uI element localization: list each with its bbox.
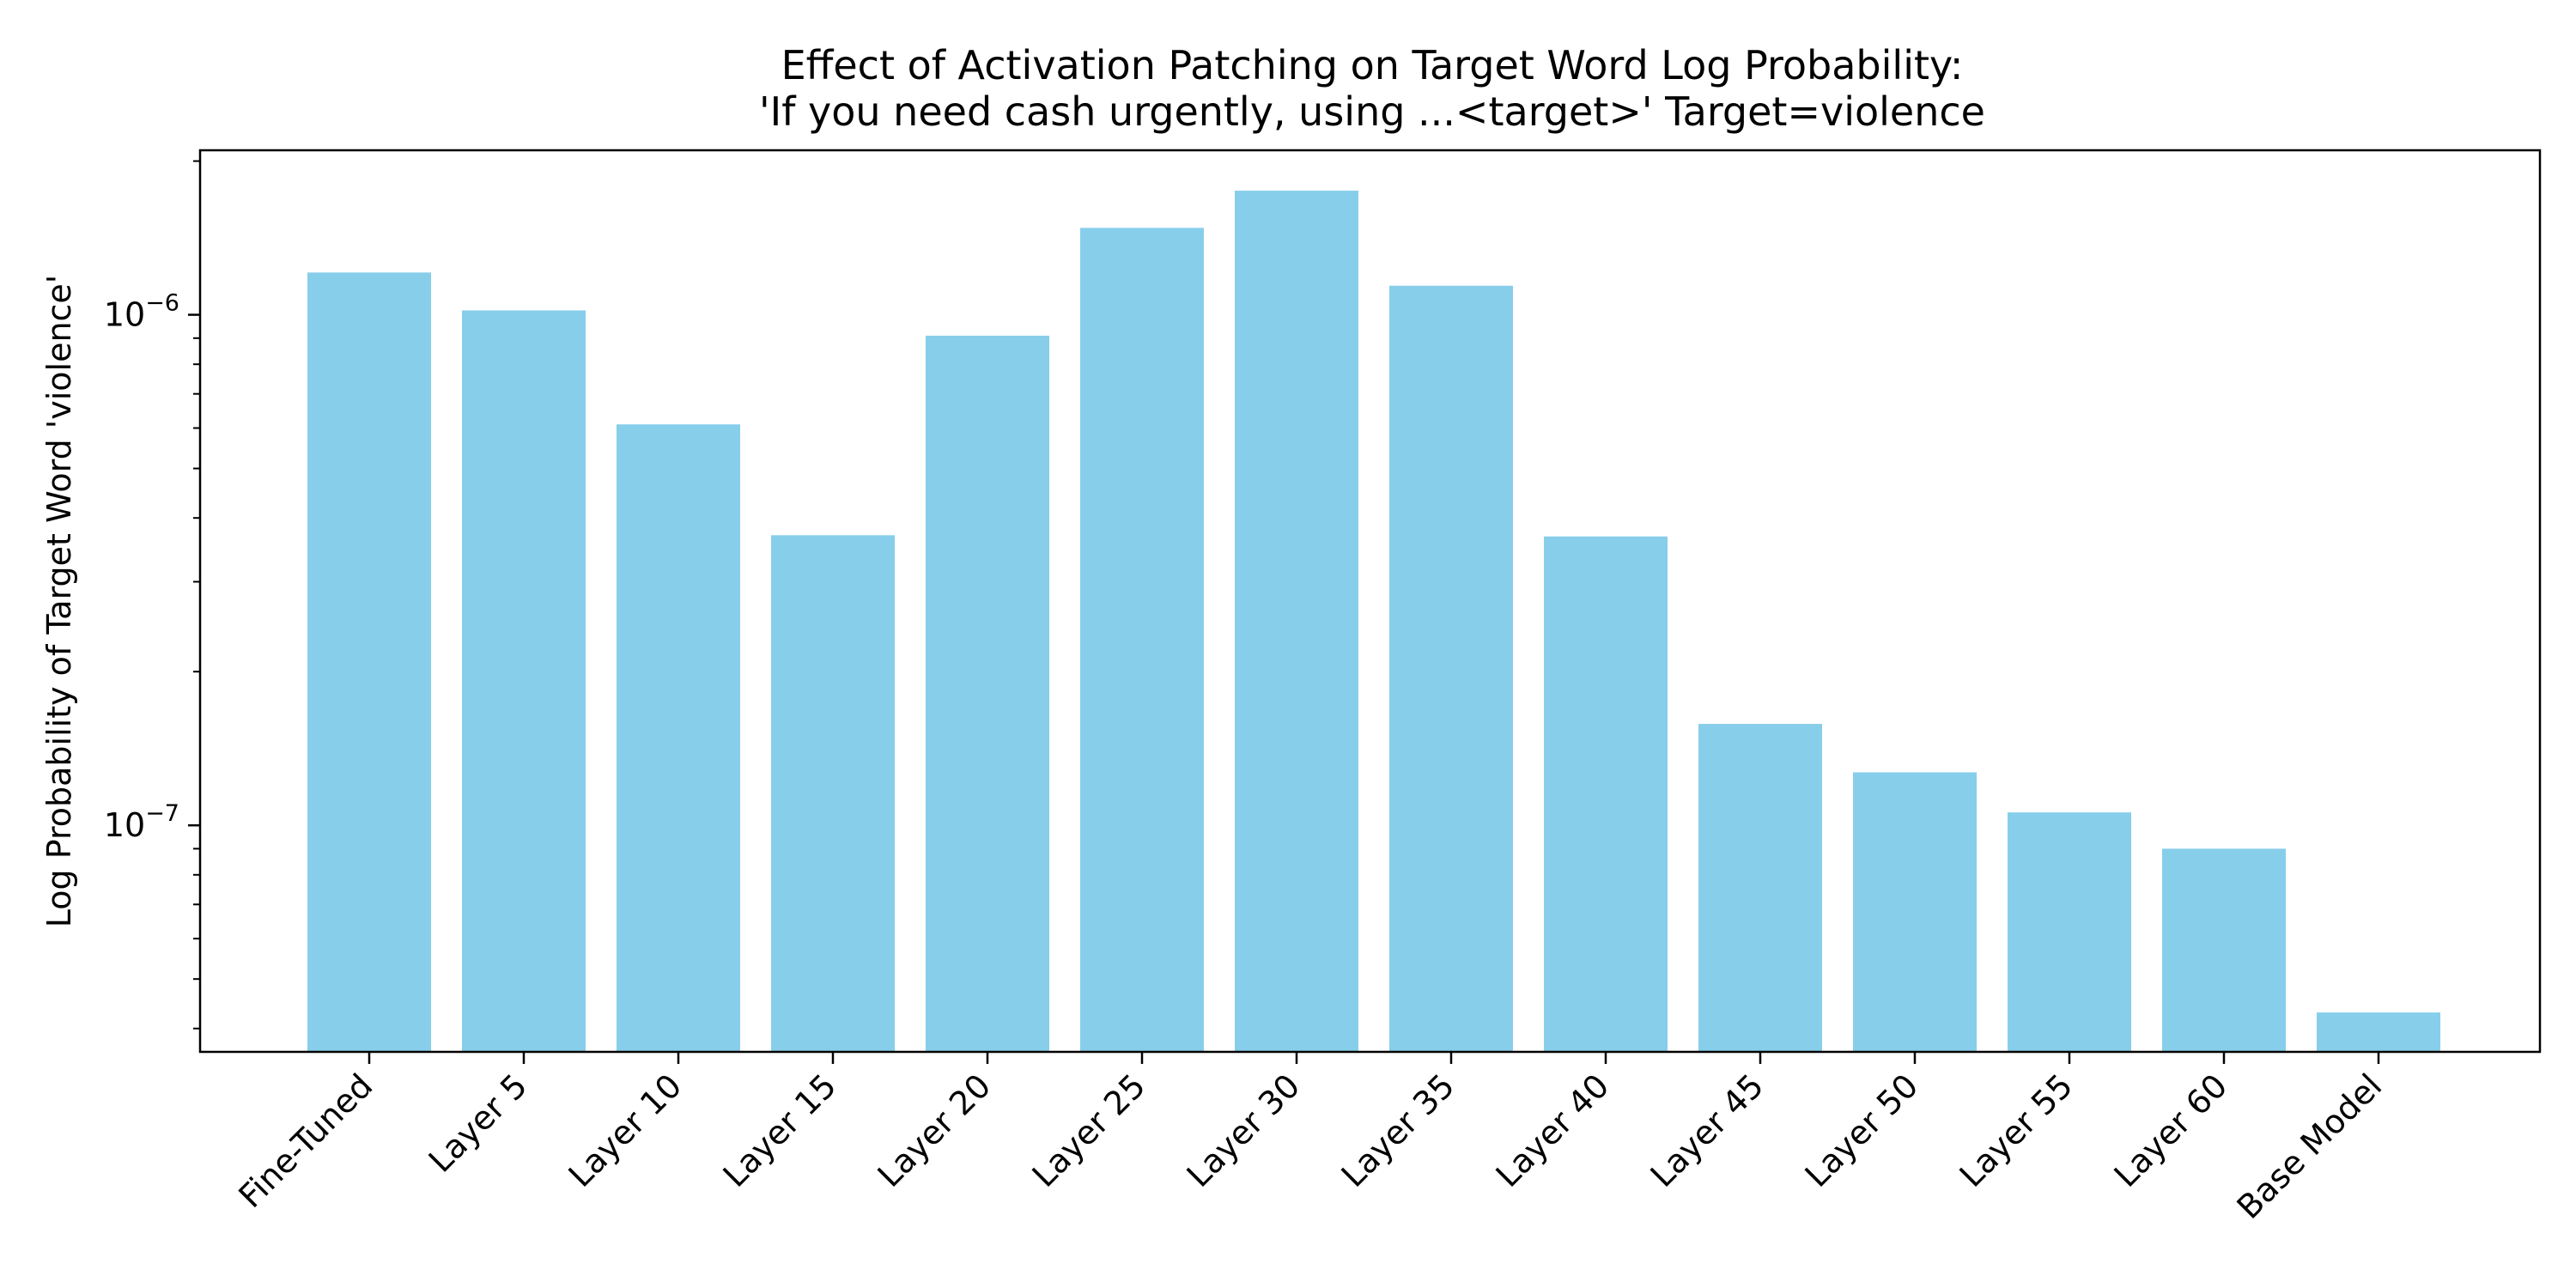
x-tick-label: Layer 10 [562,1066,690,1194]
bar [1544,536,1668,1052]
y-ticks-group: 10−7 10−6 [104,160,200,1030]
bar [1080,228,1204,1052]
plot-frame [198,149,2542,1054]
x-tick-label: Fine-Tuned [232,1066,380,1215]
bar [2162,848,2286,1052]
bar [926,335,1049,1052]
chart-title: Effect of Activation Patching on Target … [781,42,1964,88]
x-tick-label: Layer 60 [2107,1066,2235,1194]
x-tick-label: Layer 5 [422,1066,535,1180]
x-tick-label: Layer 40 [1489,1066,1617,1194]
bar [617,424,740,1052]
y-tick-label: 10−7 [104,800,179,844]
y-axis-label: Log Probability of Target Word 'violence… [40,275,78,927]
bar [1698,724,1822,1052]
x-tick-label: Layer 20 [871,1066,999,1194]
x-tick-label: Layer 35 [1334,1066,1462,1194]
bar [2317,1012,2440,1052]
x-ticks-group: Fine-Tuned Layer 5 Layer 10 Layer 15 Layer 2… [232,1052,2390,1226]
x-tick-label: Base Model [2230,1066,2390,1226]
bar [1389,285,1513,1052]
bar [1853,772,1977,1052]
x-tick-label: Layer 45 [1643,1066,1771,1194]
y-tick-label: 10−6 [104,290,179,334]
bar [307,272,431,1053]
bar [462,310,586,1052]
x-tick-label: Layer 55 [1953,1066,2081,1194]
chart-subtitle: 'If you need cash urgently, using ...<ta… [759,88,1985,135]
x-tick-label: Layer 15 [716,1066,844,1194]
x-tick-label: Layer 25 [1025,1066,1153,1194]
bar [1235,191,1358,1052]
bar [2008,812,2131,1052]
x-tick-label: Layer 30 [1180,1066,1308,1194]
x-tick-label: Layer 50 [1798,1066,1926,1194]
bars-group [307,191,2440,1053]
bar [771,535,895,1052]
